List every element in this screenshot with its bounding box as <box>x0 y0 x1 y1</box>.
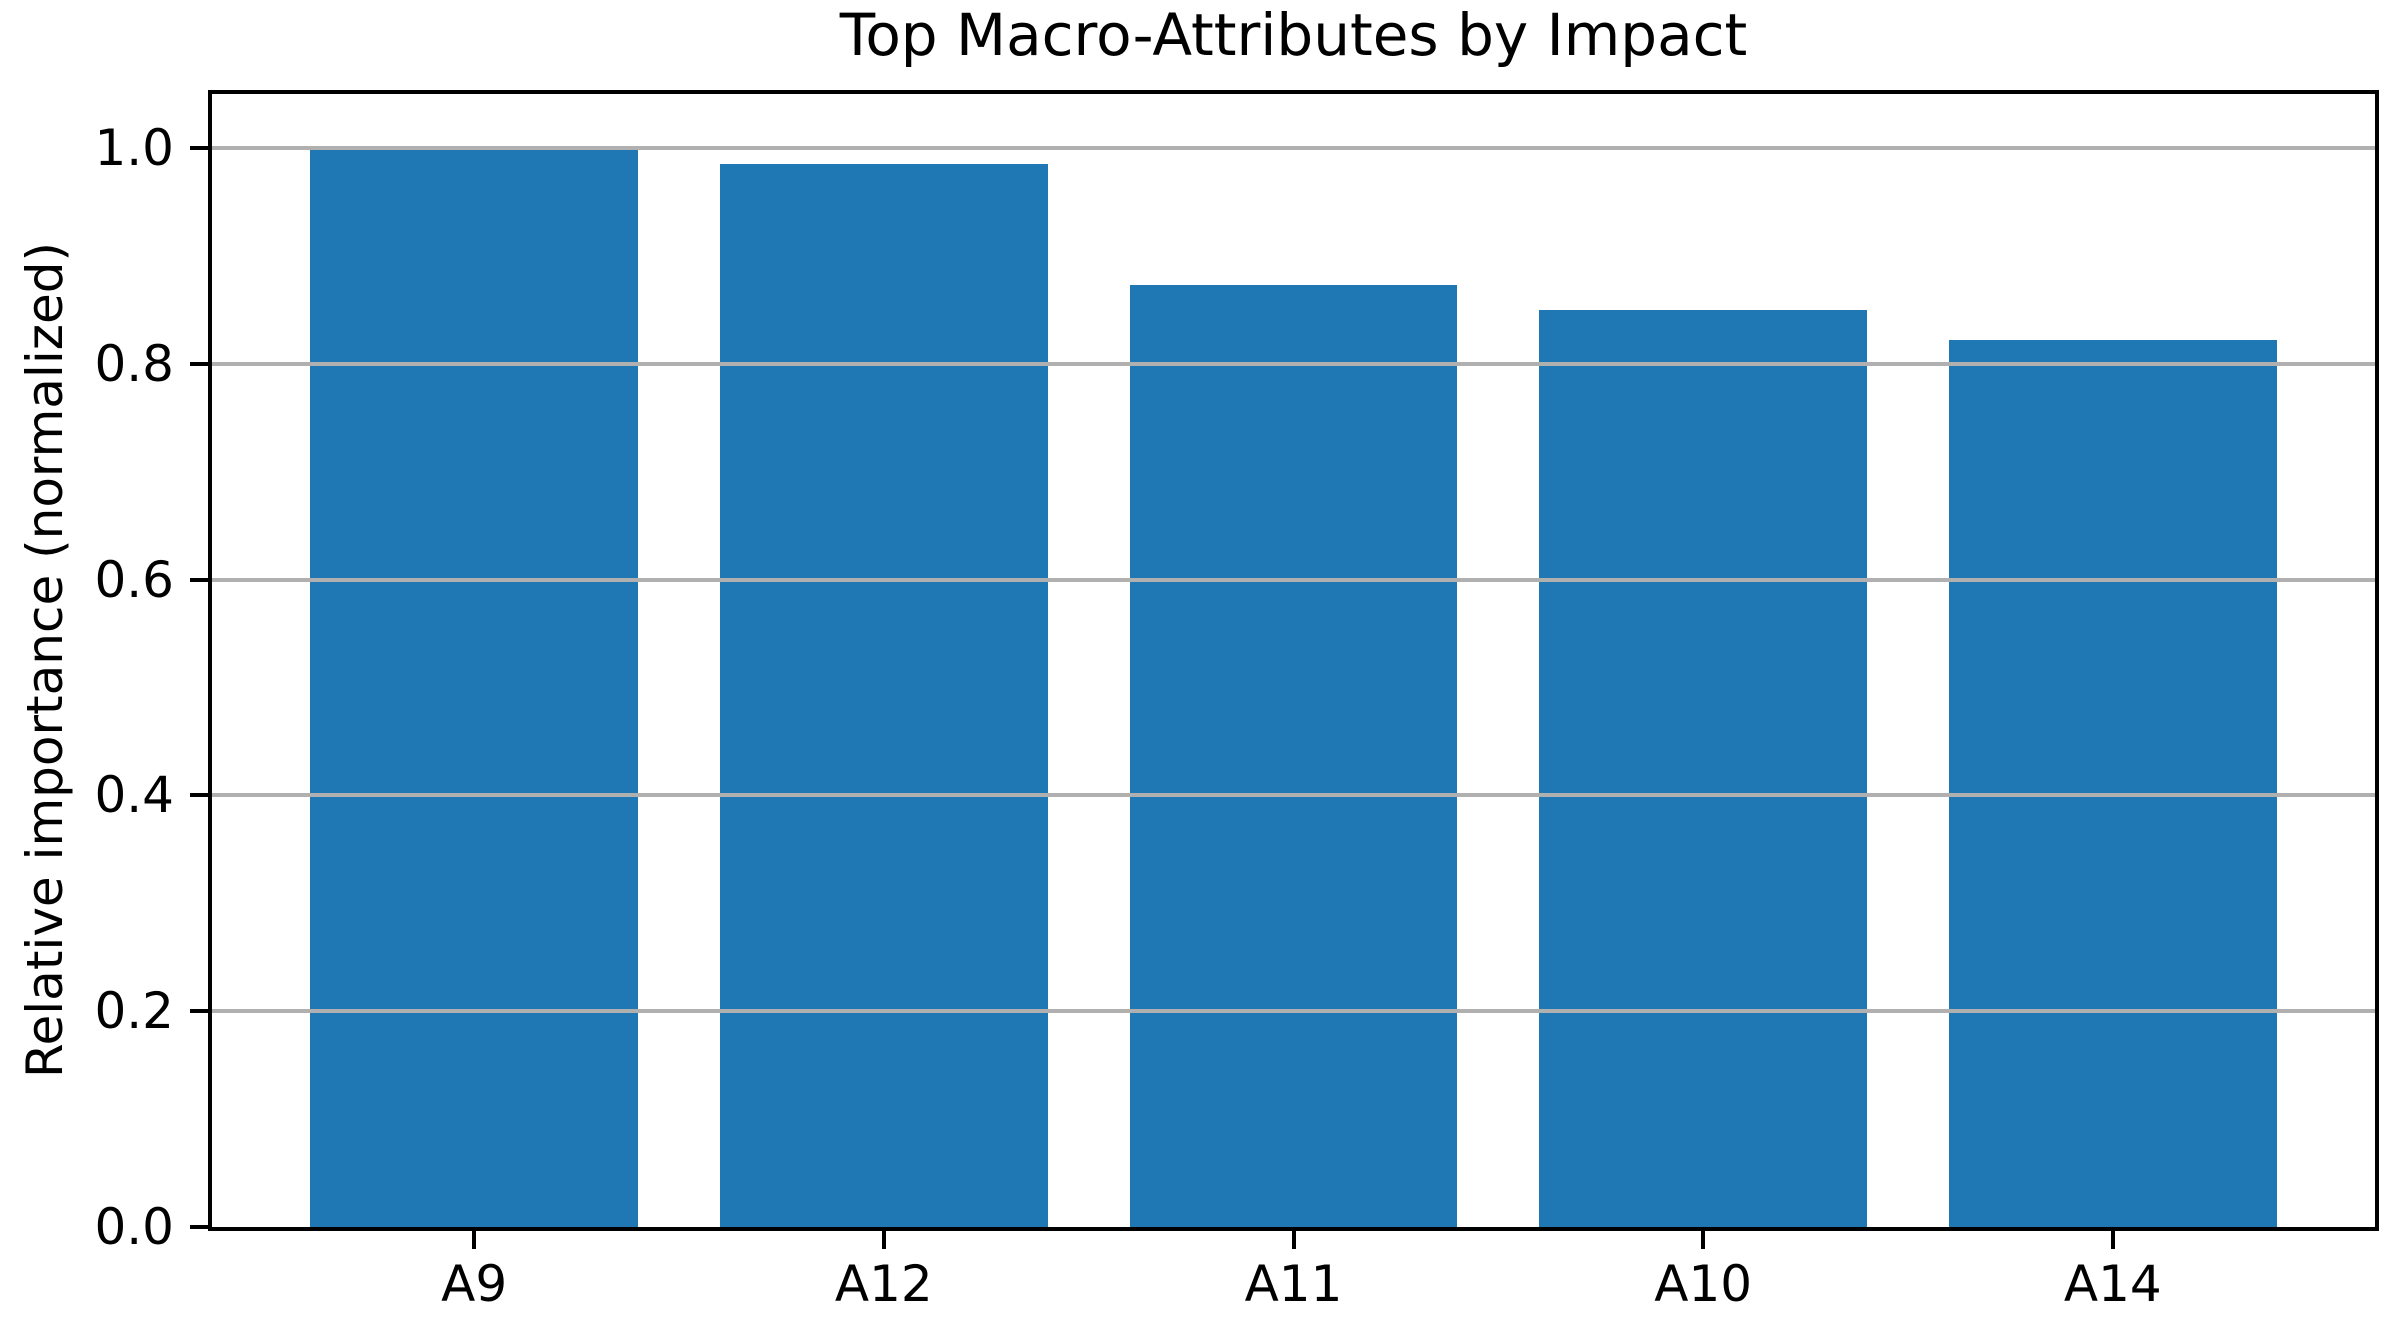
y-tick-mark-0.8 <box>190 361 208 366</box>
gridline-y-0.6 <box>212 577 2375 582</box>
y-tick-label-0.2: 0.2 <box>94 982 174 1041</box>
y-tick-label-0.8: 0.8 <box>94 334 174 393</box>
plot-area <box>208 90 2379 1231</box>
y-tick-mark-0.4 <box>190 793 208 798</box>
bar-A10 <box>1539 309 1867 1227</box>
y-tick-label-0.0: 0.0 <box>94 1198 174 1256</box>
gridline-y-0.2 <box>212 1009 2375 1014</box>
x-tick-label-A12: A12 <box>834 1255 933 1313</box>
y-tick-label-0.4: 0.4 <box>94 766 174 825</box>
x-tick-label-A9: A9 <box>441 1255 508 1313</box>
y-tick-mark-0.6 <box>190 577 208 582</box>
gridline-y-1.0 <box>212 145 2375 150</box>
x-tick-label-A11: A11 <box>1244 1255 1343 1313</box>
x-tick-label-A14: A14 <box>2063 1255 2162 1313</box>
y-tick-mark-0.0 <box>190 1225 208 1229</box>
chart-title: Top Macro-Attributes by Impact <box>839 1 1748 69</box>
x-tick-mark-A9 <box>472 1231 477 1249</box>
x-tick-label-A10: A10 <box>1654 1255 1753 1313</box>
bar-A11 <box>1129 285 1458 1227</box>
x-tick-mark-A10 <box>1701 1231 1706 1249</box>
bar-A9 <box>310 147 639 1227</box>
gridline-y-0.4 <box>212 793 2375 798</box>
bar-A12 <box>719 164 1048 1227</box>
gridline-y-0.8 <box>212 361 2375 366</box>
y-tick-label-0.6: 0.6 <box>94 550 174 609</box>
x-tick-mark-A12 <box>881 1231 886 1249</box>
y-tick-mark-1.0 <box>190 145 208 150</box>
y-tick-mark-0.2 <box>190 1009 208 1014</box>
x-tick-mark-A11 <box>1291 1231 1296 1249</box>
y-tick-label-1.0: 1.0 <box>94 118 174 177</box>
x-tick-mark-A14 <box>2110 1231 2115 1249</box>
bar-A14 <box>1948 340 2277 1227</box>
